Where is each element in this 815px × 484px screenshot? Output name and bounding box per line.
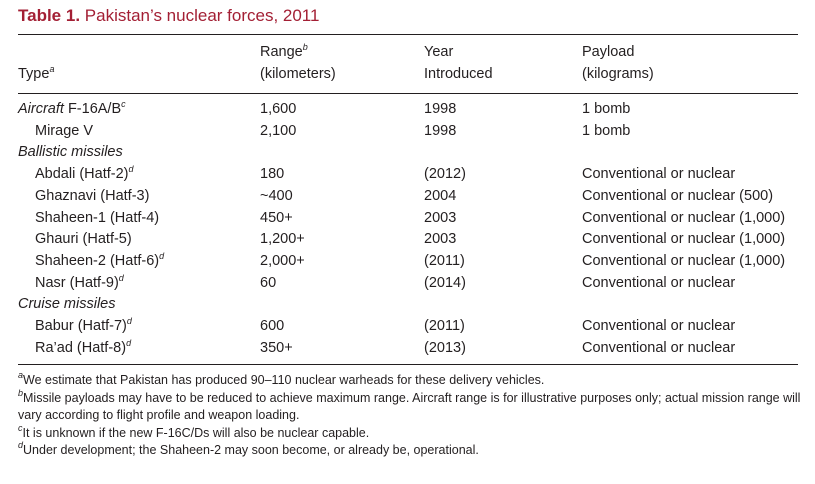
footnotes: aWe estimate that Pakistan has produced … — [18, 370, 803, 460]
footnote-mark: d — [126, 337, 132, 348]
section-row: Cruise missiles — [0, 293, 815, 315]
payload-cell: Conventional or nuclear — [582, 339, 736, 356]
year-cell: (2012) — [424, 166, 466, 183]
type-cell: Shaheen-1 (Hatf-4) — [35, 207, 159, 229]
range-cell: 2,000+ — [260, 252, 305, 269]
footnote-mark: d — [118, 272, 124, 283]
range-cell: 60 — [260, 274, 277, 291]
payload-cell: Conventional or nuclear (1,000) — [582, 252, 786, 269]
type-cell: Shaheen-2 (Hatf-6)d — [35, 250, 164, 272]
header-year: Year — [424, 44, 454, 60]
table-row: Abdali (Hatf-2)d 180 (2012) Conventional or… — [0, 163, 815, 185]
footnote-mark: a — [18, 370, 24, 380]
type-name: Nasr (Hatf-9) — [35, 274, 119, 291]
year-cell: 1998 — [424, 122, 457, 139]
header-payload-unit: (kilograms) — [582, 66, 654, 82]
payload-cell: Conventional or nuclear (1,000) — [582, 231, 786, 248]
payload-cell: Conventional or nuclear — [582, 166, 736, 183]
range-cell: 600 — [260, 318, 285, 334]
type-name: F-16A/B — [63, 101, 122, 117]
type-name: Ghaznavi (Hatf-3) — [35, 187, 150, 204]
type-cell: Cruise missiles — [18, 296, 116, 313]
range-cell: 450+ — [260, 209, 293, 226]
bottom-rule — [18, 364, 798, 365]
type-name: Ghauri (Hatf-5) — [35, 231, 132, 248]
type-name: Babur (Hatf-7) — [35, 318, 127, 334]
footnote-mark: d — [18, 440, 24, 450]
section-row: Ballistic missiles — [0, 141, 815, 163]
year-cell: 2003 — [424, 209, 457, 226]
footnote-text: We estimate that Pakistan has produced 9… — [23, 373, 545, 387]
footnote-text: It is unknown if the new F-16C/Ds will a… — [22, 425, 370, 440]
type-cell: Ghauri (Hatf-5) — [35, 228, 132, 250]
year-cell: (2013) — [424, 339, 466, 356]
table-row: Ghaznavi (Hatf-3) ~400 2004 Conventional or… — [0, 185, 815, 207]
range-cell: 1,600 — [260, 101, 297, 117]
range-cell: ~400 — [260, 187, 293, 204]
year-cell: 1998 — [424, 101, 457, 117]
header-type: Typea — [18, 64, 55, 83]
header-range: Rangeb — [260, 42, 308, 61]
payload-cell: 1 bomb — [582, 101, 631, 117]
range-cell: 1,200+ — [260, 231, 305, 248]
type-cell: Mirage V — [35, 120, 93, 142]
type-cell: Aircraft F-16A/Bc — [18, 98, 126, 120]
footnote-mark: d — [126, 316, 132, 326]
range-cell: 2,100 — [260, 122, 297, 139]
footnote-mark: c — [121, 99, 126, 109]
payload-cell: Conventional or nuclear (1,000) — [582, 209, 786, 226]
year-cell: 2004 — [424, 187, 457, 204]
header-payload: Payload — [582, 44, 635, 60]
table-title: Table 1. Pakistan’s nuclear forces, 2011 — [18, 6, 319, 26]
table-row: Ghauri (Hatf-5) 1,200+ 2003 Conventional or… — [0, 228, 815, 250]
range-cell: 350+ — [260, 339, 293, 356]
payload-cell: Conventional or nuclear — [582, 318, 736, 334]
payload-cell: Conventional or nuclear (500) — [582, 187, 774, 204]
type-name: Abdali (Hatf-2) — [35, 166, 129, 183]
year-cell: (2011) — [424, 318, 465, 334]
footnote-mark: b — [18, 387, 24, 398]
type-category: Aircraft — [18, 101, 64, 117]
type-name: Ra’ad (Hatf-8) — [35, 339, 127, 356]
table-row: Ra’ad (Hatf-8)d 350+ (2013) Conventional or… — [0, 337, 815, 359]
table-row: Aircraft F-16A/Bc 1,600 1998 1 bomb — [0, 98, 815, 120]
footnote: aWe estimate that Pakistan has produced … — [18, 370, 803, 390]
type-cell: Abdali (Hatf-2)d — [35, 163, 134, 185]
footnote: cIt is unknown if the new F-16C/Ds will … — [18, 422, 803, 443]
type-name: Mirage V — [35, 122, 94, 139]
footnote-mark: c — [18, 422, 23, 433]
header-range-unit: (kilometers) — [260, 66, 336, 82]
footnote-mark: d — [128, 164, 134, 175]
type-name: Shaheen-1 (Hatf-4) — [35, 209, 160, 226]
type-cell: Ballistic missiles — [18, 144, 123, 161]
type-cell: Ghaznavi (Hatf-3) — [35, 185, 149, 207]
payload-cell: Conventional or nuclear — [582, 274, 736, 291]
footnote: dUnder development; the Shaheen-2 may so… — [18, 440, 803, 460]
footnote-text: Missile payloads may have to be reduced … — [18, 390, 801, 423]
table-row: Shaheen-2 (Hatf-6)d 2,000+ (2011) Conventio… — [0, 250, 815, 272]
range-cell: 180 — [260, 166, 285, 183]
type-cell: Babur (Hatf-7)d — [35, 315, 132, 337]
payload-cell: 1 bomb — [582, 122, 631, 139]
table-row: Shaheen-1 (Hatf-4) 450+ 2003 Conventional o… — [0, 207, 815, 229]
footnote-text: Under development; the Shaheen-2 may soo… — [23, 443, 479, 457]
table-row: Nasr (Hatf-9)d 60 (2014) Conventional or nu… — [0, 272, 815, 294]
year-cell: 2003 — [424, 231, 457, 248]
header-rule — [18, 93, 798, 94]
table-row: Mirage V 2,100 1998 1 bomb — [0, 120, 815, 142]
footnote: bMissile payloads may have to be reduced… — [18, 387, 803, 425]
table-number: Table 1. — [18, 6, 81, 25]
table-caption: Pakistan’s nuclear forces, 2011 — [84, 6, 320, 25]
header-year-sub: Introduced — [424, 66, 493, 82]
year-cell: (2014) — [424, 274, 466, 291]
type-cell: Nasr (Hatf-9)d — [35, 272, 124, 294]
type-name: Shaheen-2 (Hatf-6) — [35, 252, 160, 269]
table-row: Babur (Hatf-7)d 600 (2011) Conventional or … — [0, 315, 815, 337]
top-rule — [18, 34, 798, 35]
year-cell: (2011) — [424, 252, 465, 269]
footnote-mark: d — [159, 250, 165, 261]
type-cell: Ra’ad (Hatf-8)d — [35, 337, 131, 359]
